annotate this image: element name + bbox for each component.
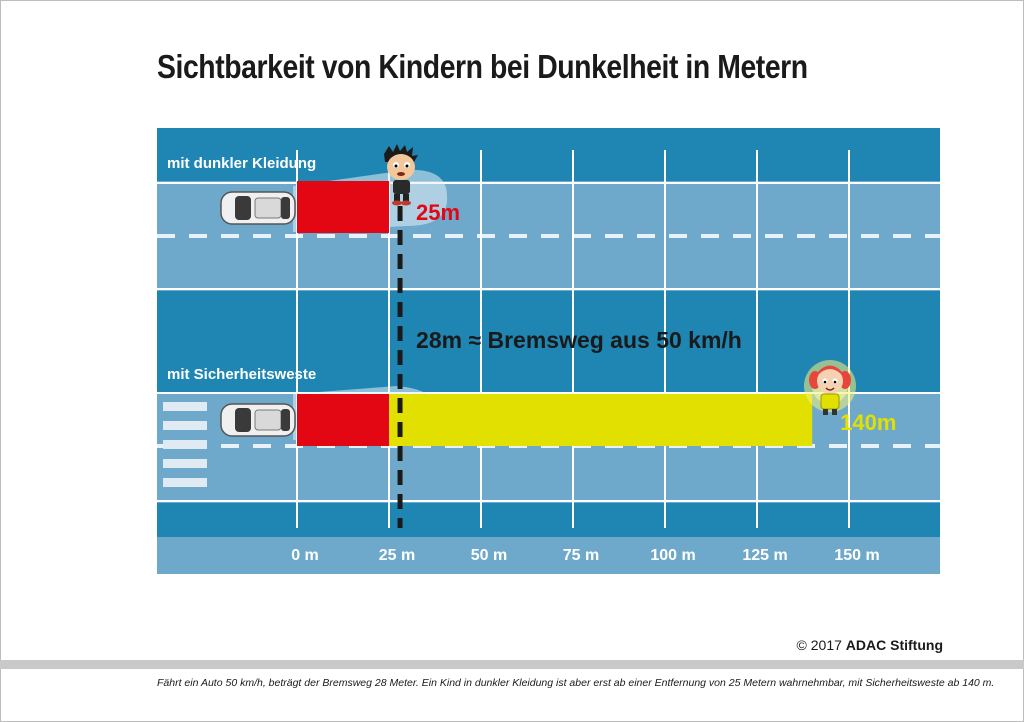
category-label: mit Sicherheitsweste (167, 366, 316, 383)
value-label: 140m (840, 410, 896, 435)
child-dark-clothing-icon (384, 144, 418, 206)
child-safety-vest-icon (804, 360, 856, 415)
copyright-prefix: © 2017 (796, 637, 846, 653)
x-tick-label: 25 m (379, 547, 415, 564)
category-label: mit dunkler Kleidung (167, 155, 316, 172)
axis-band (157, 537, 940, 574)
road-shoulder-top (157, 128, 940, 140)
caption-text: Fährt ein Auto 50 km/h, beträgt der Brem… (157, 677, 995, 689)
value-label: 25m (416, 200, 460, 225)
bar-vest-red-segment (297, 394, 389, 446)
x-tick-label: 75 m (563, 547, 599, 564)
x-tick-label: 50 m (471, 547, 507, 564)
median-strip (157, 291, 940, 348)
footer-divider (0, 660, 1024, 669)
road-shoulder-bottom (157, 503, 940, 537)
x-tick-label: 125 m (742, 547, 787, 564)
visibility-chart: mit dunkler Kleidung mit Sicherheitswest… (157, 128, 940, 574)
bar-vest-yellow-segment (389, 394, 813, 446)
zebra-crossing (163, 402, 207, 487)
copyright-brand: ADAC Stiftung (845, 637, 943, 653)
bar-dark-clothing (297, 181, 389, 233)
x-tick-label: 100 m (650, 547, 695, 564)
page-title: Sichtbarkeit von Kindern bei Dunkelheit … (157, 48, 808, 85)
car-icon (220, 403, 296, 437)
car-icon (220, 191, 296, 225)
lane-dark-1 (157, 140, 940, 181)
x-tick-label: 150 m (834, 547, 879, 564)
x-tick-label: 0 m (291, 547, 319, 564)
copyright-notice: © 2017 ADAC Stiftung (797, 637, 943, 653)
braking-distance-label: 28m ≈ Bremsweg aus 50 km/h (416, 327, 742, 353)
